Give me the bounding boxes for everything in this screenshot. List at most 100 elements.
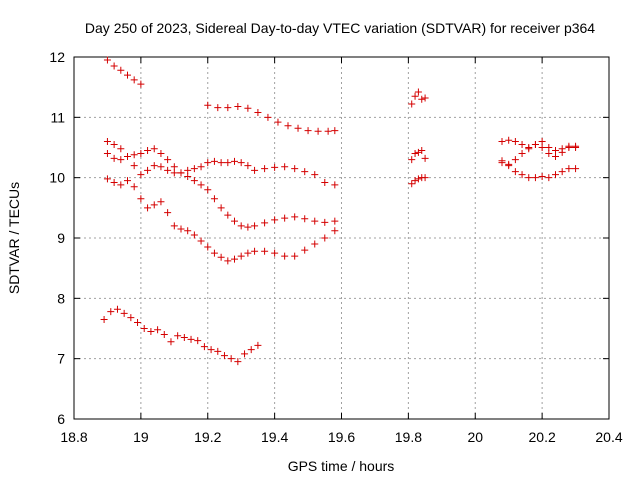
x-tick-label: 19.8 (395, 429, 422, 445)
data-point (137, 195, 145, 203)
data-point (525, 174, 533, 182)
data-point (194, 337, 202, 345)
data-point (552, 153, 559, 161)
data-point (321, 234, 329, 242)
data-point (421, 174, 429, 182)
x-tick-label: 20.4 (595, 429, 622, 445)
x-tick-label: 19.6 (328, 429, 355, 445)
data-point (244, 162, 252, 170)
data-point (190, 177, 198, 185)
data-point (227, 355, 235, 363)
data-point (498, 159, 506, 167)
data-point (224, 211, 232, 219)
data-point (150, 201, 158, 209)
data-point (234, 102, 242, 110)
data-point (197, 163, 205, 171)
data-point (110, 154, 118, 162)
data-point (160, 331, 168, 339)
data-point (197, 181, 205, 189)
data-point (572, 165, 580, 173)
series-arc-top (103, 56, 145, 88)
data-point (565, 165, 573, 173)
data-point (134, 318, 142, 326)
data-point (224, 257, 232, 265)
data-point (247, 346, 255, 354)
x-tick-label: 20.2 (529, 429, 556, 445)
data-point (545, 174, 553, 182)
data-point (291, 252, 299, 260)
data-point (137, 80, 145, 88)
data-point (552, 147, 559, 155)
data-point (525, 145, 533, 153)
data-point (301, 246, 309, 254)
data-point (558, 148, 566, 156)
x-tick-label: 19.2 (194, 429, 221, 445)
data-point (281, 214, 289, 222)
data-point (408, 180, 416, 188)
data-point (545, 150, 553, 158)
data-point (565, 144, 573, 151)
series-arc-east-mid (498, 140, 580, 168)
data-point (170, 163, 178, 171)
data-point (505, 162, 513, 170)
data-point (204, 101, 212, 109)
data-point (518, 171, 526, 179)
y-tick-label: 10 (49, 170, 65, 186)
data-point (538, 172, 546, 180)
data-point (572, 142, 580, 150)
data-point (147, 328, 155, 336)
data-point (200, 343, 208, 351)
x-axis-label: GPS time / hours (288, 458, 395, 474)
data-point (167, 338, 175, 346)
data-point (220, 352, 228, 360)
y-tick-label: 11 (50, 109, 65, 125)
data-point (281, 163, 289, 171)
data-point (214, 104, 222, 112)
series-arc-7 (100, 305, 262, 366)
data-point (505, 136, 513, 144)
data-point (103, 56, 111, 64)
data-point (224, 104, 232, 112)
data-point (110, 62, 118, 70)
data-point (531, 140, 539, 148)
data-point (261, 247, 269, 255)
series-arc-20-low (408, 174, 429, 188)
data-point (140, 325, 148, 332)
data-point (321, 218, 329, 226)
data-point (130, 76, 138, 84)
data-point (204, 159, 212, 167)
data-point (311, 217, 319, 225)
data-point (558, 168, 566, 176)
data-point (187, 335, 195, 343)
data-point (231, 217, 238, 225)
data-point (244, 104, 252, 112)
data-point (271, 163, 279, 171)
data-point (217, 253, 225, 261)
data-point (244, 223, 252, 231)
plot-frame (73, 56, 610, 420)
data-point (531, 174, 539, 182)
series-arc-11 (204, 101, 339, 135)
data-point (414, 148, 422, 156)
data-point (284, 122, 292, 130)
data-point (231, 255, 238, 263)
data-point (137, 150, 145, 158)
data-points (100, 56, 580, 366)
data-point (271, 216, 279, 224)
data-point (251, 166, 259, 174)
data-point (304, 127, 312, 135)
data-point (124, 71, 131, 79)
data-point (237, 252, 245, 260)
data-point (124, 177, 131, 185)
data-point (271, 249, 279, 257)
data-point (237, 222, 245, 230)
data-point (254, 109, 262, 117)
data-point (204, 243, 212, 251)
data-point (117, 181, 125, 189)
data-point (314, 127, 322, 135)
data-point (411, 177, 419, 185)
data-point (103, 137, 111, 145)
data-point (137, 171, 145, 179)
data-point (207, 346, 215, 354)
data-point (170, 222, 178, 230)
